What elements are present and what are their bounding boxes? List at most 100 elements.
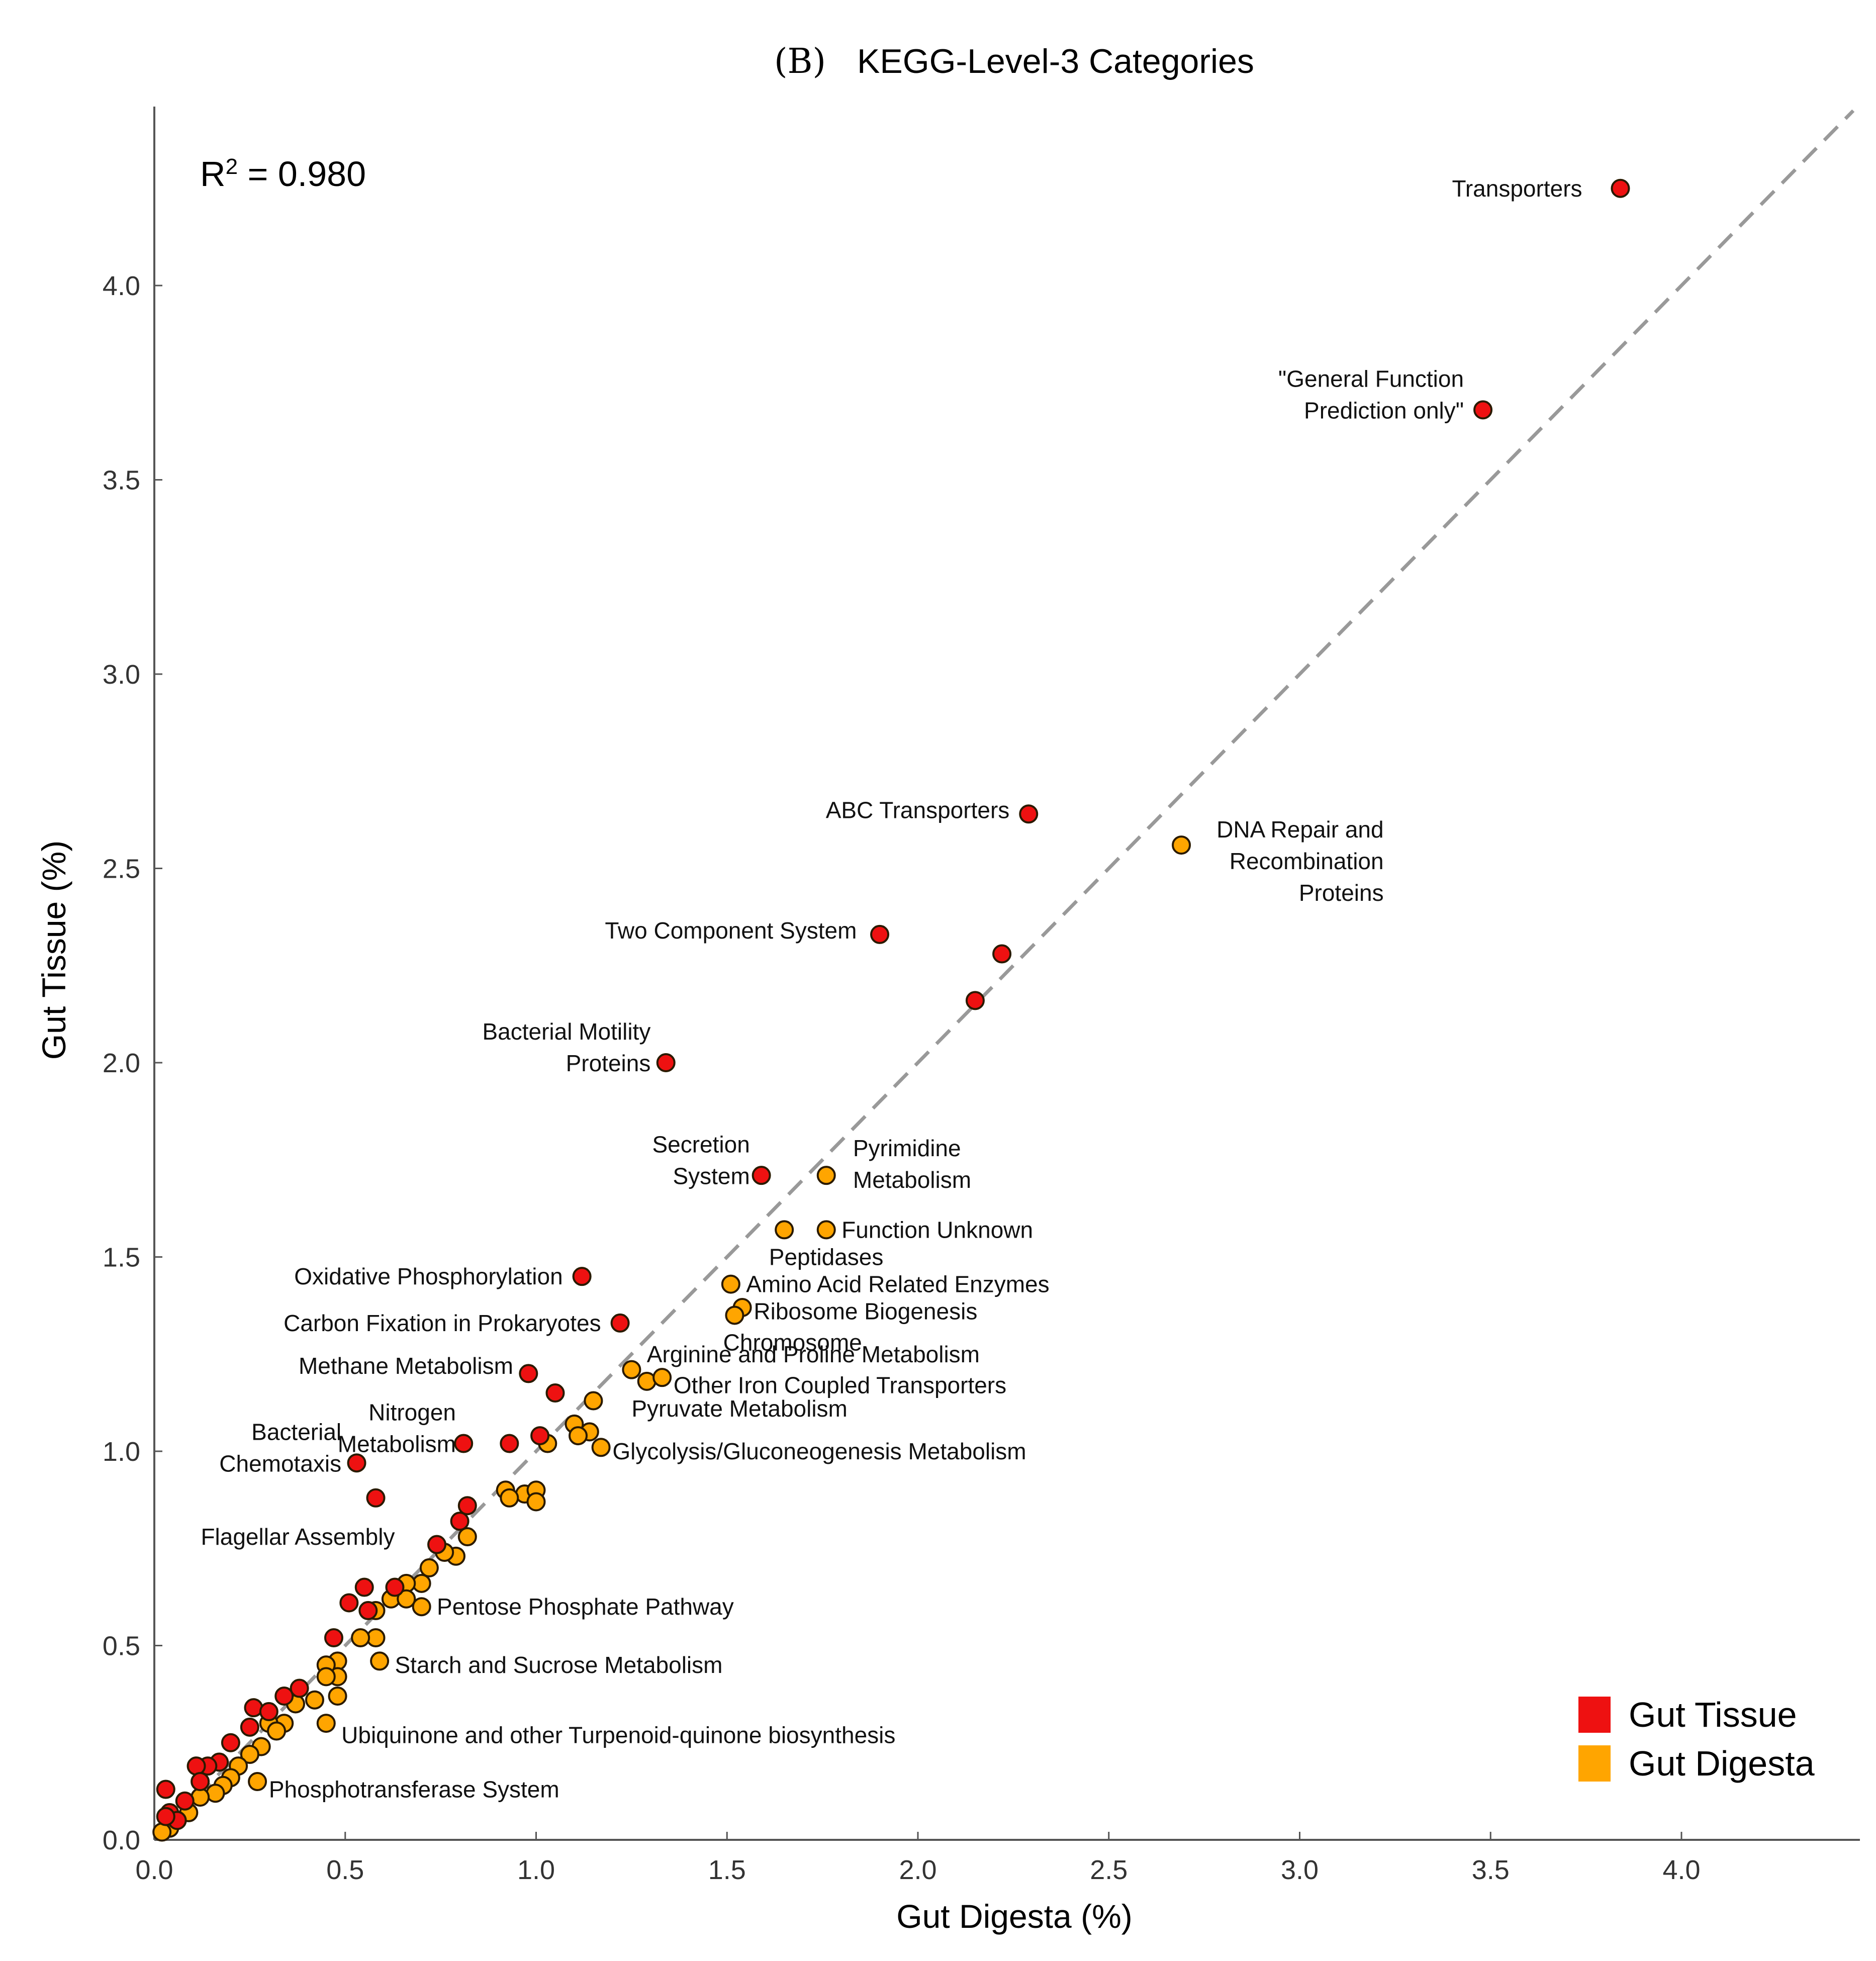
point-annotation: ABC Transporters bbox=[826, 797, 1010, 823]
gut-digesta-point bbox=[725, 1305, 744, 1325]
y-tick-label: 2.5 bbox=[103, 854, 140, 884]
point-annotation: Flagellar Assembly bbox=[201, 1524, 395, 1550]
gut-tissue-point bbox=[358, 1601, 378, 1620]
gut-tissue-point bbox=[1473, 400, 1493, 420]
gut-tissue-point bbox=[354, 1577, 374, 1597]
gut-tissue-point bbox=[221, 1733, 240, 1752]
legend-swatch-gut-tissue bbox=[1578, 1697, 1611, 1733]
y-tick-label: 1.5 bbox=[103, 1243, 140, 1273]
point-annotation: Ubiquinone and other Turpenoid-quinone b… bbox=[341, 1722, 895, 1748]
y-axis-label: Gut Tissue (%) bbox=[35, 841, 72, 1060]
point-annotation: Phosphotransferase System bbox=[269, 1777, 559, 1803]
x-tick-label: 2.5 bbox=[1090, 1855, 1128, 1885]
y-tick-label: 0.0 bbox=[103, 1825, 140, 1855]
gut-digesta-point bbox=[500, 1488, 519, 1508]
y-tick-label: 1.0 bbox=[103, 1437, 140, 1467]
point-annotation: Starch and Sucrose Metabolism bbox=[395, 1652, 722, 1678]
point-annotation: Amino Acid Related Enzymes bbox=[746, 1271, 1049, 1297]
gut-digesta-point bbox=[652, 1368, 672, 1387]
gut-tissue-point bbox=[156, 1780, 175, 1799]
gut-tissue-point bbox=[366, 1488, 386, 1508]
gut-tissue-point bbox=[290, 1678, 309, 1698]
tick-labels: 0.0 0.5 1.0 1.5 2.0 2.5 3.0 3.5 4.0 0.0 0.5 1.0 1.5 2… bbox=[103, 271, 1701, 1885]
gut-tissue-point bbox=[1019, 804, 1039, 824]
gut-digesta-point bbox=[584, 1391, 603, 1411]
gut-digesta-point bbox=[457, 1527, 477, 1547]
point-annotation: Chromosome bbox=[723, 1330, 862, 1356]
data-points bbox=[152, 178, 1630, 1842]
point-annotation: Two Component System bbox=[605, 917, 857, 944]
gut-tissue-point bbox=[339, 1593, 359, 1613]
point-annotation: Carbon Fixation in Prokaryotes bbox=[284, 1310, 601, 1336]
legend-swatch-gut-digesta bbox=[1578, 1745, 1611, 1782]
gut-digesta-point bbox=[152, 1822, 172, 1842]
point-annotation: Function Unknown bbox=[841, 1217, 1033, 1243]
gut-digesta-point bbox=[267, 1721, 287, 1741]
legend: Gut Tissue Gut Digesta bbox=[1578, 1695, 1815, 1783]
x-tick-label: 0.5 bbox=[326, 1855, 364, 1885]
x-axis-label: Gut Digesta (%) bbox=[896, 1898, 1132, 1935]
y-tick-label: 3.0 bbox=[103, 660, 140, 690]
x-tick-label: 1.0 bbox=[517, 1855, 555, 1885]
gut-tissue-point bbox=[156, 1807, 175, 1826]
point-annotation: Oxidative Phosphorylation bbox=[294, 1263, 562, 1289]
point-annotation: Transporters bbox=[1452, 175, 1582, 202]
gut-tissue-point bbox=[347, 1453, 366, 1473]
point-annotation: Pyruvate Metabolism bbox=[631, 1395, 848, 1422]
chart-title-prefix: (B) bbox=[774, 42, 826, 81]
point-annotation: Secretion System bbox=[652, 1131, 749, 1189]
gut-tissue-point bbox=[545, 1383, 565, 1403]
gut-tissue-point bbox=[259, 1702, 278, 1721]
point-annotation: Nitrogen Metabolism bbox=[338, 1399, 456, 1457]
gut-tissue-point bbox=[274, 1686, 294, 1706]
point-annotation: Glycolysis/Gluconeogenesis Metabolism bbox=[612, 1438, 1026, 1464]
legend-label-gut-digesta: Gut Digesta bbox=[1629, 1744, 1815, 1783]
point-annotation: Bacterial Motility Proteins bbox=[482, 1018, 650, 1076]
gut-digesta-point bbox=[316, 1714, 336, 1733]
gut-tissue-point bbox=[519, 1364, 538, 1383]
gut-digesta-point bbox=[1172, 835, 1191, 855]
gut-digesta-point bbox=[816, 1220, 836, 1240]
gut-tissue-point bbox=[454, 1434, 474, 1453]
point-annotations: Transporters "General Function Prediction … bbox=[201, 175, 1582, 1803]
r-squared-label: R2 = 0.980 bbox=[200, 154, 366, 194]
gut-tissue-point bbox=[324, 1628, 343, 1648]
gut-digesta-point bbox=[816, 1166, 836, 1185]
gut-digesta-point bbox=[305, 1690, 324, 1710]
x-tick-label: 3.0 bbox=[1281, 1855, 1319, 1885]
legend-label-gut-tissue: Gut Tissue bbox=[1629, 1695, 1797, 1734]
point-annotation: Pyrimidine Metabolism bbox=[853, 1135, 971, 1193]
gut-digesta-point bbox=[412, 1597, 431, 1617]
gut-tissue-point bbox=[457, 1496, 477, 1516]
chart-title-text: KEGG-Level-3 Categories bbox=[857, 42, 1254, 80]
gut-tissue-point bbox=[427, 1535, 447, 1554]
point-annotation: Methane Metabolism bbox=[299, 1353, 513, 1379]
x-tick-label: 3.5 bbox=[1472, 1855, 1510, 1885]
gut-tissue-point bbox=[992, 944, 1012, 964]
gut-tissue-point bbox=[572, 1267, 592, 1286]
gut-digesta-point bbox=[370, 1651, 390, 1671]
chart-title: (B) KEGG-Level-3 Categories bbox=[774, 42, 1254, 81]
gut-tissue-point bbox=[186, 1756, 206, 1776]
x-tick-label: 0.0 bbox=[135, 1855, 173, 1885]
gut-digesta-point bbox=[328, 1686, 347, 1706]
gut-digesta-point bbox=[248, 1772, 267, 1792]
point-annotation: Ribosome Biogenesis bbox=[754, 1298, 977, 1325]
gut-digesta-point bbox=[622, 1360, 641, 1379]
point-annotation: Peptidases bbox=[769, 1244, 884, 1270]
gut-tissue-point bbox=[752, 1166, 771, 1185]
gut-digesta-point bbox=[240, 1744, 259, 1764]
y-tick-label: 2.0 bbox=[103, 1048, 140, 1078]
gut-digesta-point bbox=[569, 1426, 588, 1446]
point-annotation: "General Function Prediction only" bbox=[1278, 366, 1464, 424]
gut-digesta-point bbox=[351, 1628, 370, 1648]
point-annotation: Arginine and Proline Metabolism bbox=[647, 1341, 980, 1367]
gut-tissue-point bbox=[870, 924, 890, 944]
gut-digesta-point bbox=[775, 1220, 794, 1240]
gut-tissue-point bbox=[610, 1313, 630, 1333]
gut-digesta-point bbox=[316, 1667, 336, 1687]
gut-digesta-point bbox=[721, 1274, 740, 1294]
gut-tissue-point bbox=[385, 1577, 405, 1597]
gut-tissue-point bbox=[191, 1772, 210, 1792]
